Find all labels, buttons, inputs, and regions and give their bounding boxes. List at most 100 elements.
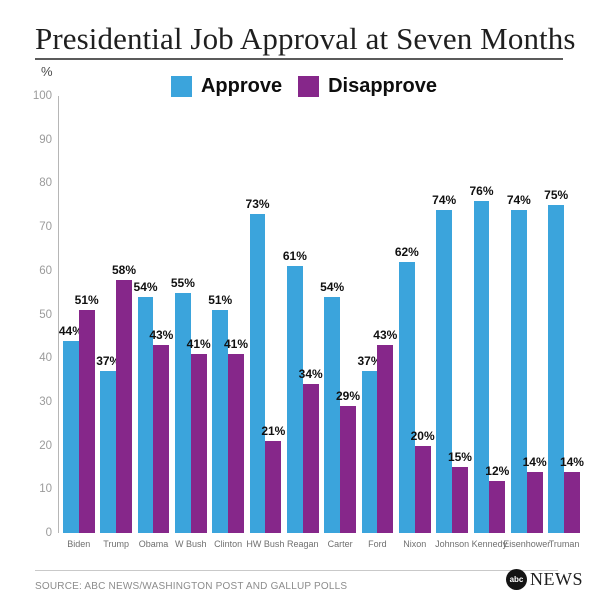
x-axis-label: W Bush	[175, 539, 207, 549]
bar-value-label: 55%	[170, 275, 195, 290]
bar-value-label: 44%	[58, 323, 83, 338]
x-axis-label: Carter	[327, 539, 353, 549]
abc-logo-icon: abc	[506, 569, 527, 590]
bar-disapprove-eisenhower: 14%	[523, 455, 547, 533]
bar-value-label: 62%	[394, 245, 419, 260]
bar-group-nixon: 62% 20% Nixon	[395, 96, 435, 549]
bar-value-label: 15%	[447, 450, 472, 465]
bar-disapprove-w-bush: 41%	[187, 337, 211, 533]
y-tick-label: 70	[39, 221, 52, 234]
bar-disapprove-johnson: 15%	[448, 450, 472, 533]
bar-value-label: 76%	[469, 183, 494, 198]
y-tick-label: 0	[45, 527, 52, 539]
x-axis-label: Eisenhower	[503, 539, 551, 549]
bar-value-label: 51%	[74, 293, 99, 308]
bar-value-label: 54%	[133, 280, 158, 295]
bar-value-label: 54%	[320, 280, 345, 295]
x-axis-label: Trump	[103, 539, 129, 549]
bar-value-label: 75%	[544, 188, 569, 203]
y-tick-label: 60	[39, 264, 52, 277]
source-credit: SOURCE: ABC NEWS/WASHINGTON POST AND GAL…	[35, 581, 348, 592]
bar-value-label: 41%	[223, 336, 249, 351]
bar-disapprove-clinton: 41%	[224, 337, 248, 533]
bar-group-w-bush: 55% 41% W Bush	[171, 96, 211, 549]
bar-disapprove-biden: 51%	[75, 293, 99, 533]
x-axis-label: Kennedy	[471, 539, 508, 549]
bar-value-label: 37%	[96, 354, 121, 369]
bar-group-truman: 75% 14% Truman	[544, 96, 584, 549]
bar-value-label: 73%	[245, 197, 270, 211]
bar-disapprove-kennedy: 12%	[485, 464, 509, 533]
approve-swatch-icon	[170, 76, 192, 97]
bar-value-label: 12%	[485, 463, 510, 478]
bar-approve-clinton: 51%	[208, 293, 232, 533]
bar-value-label: 14%	[559, 454, 584, 469]
bar-value-label: 20%	[410, 428, 435, 443]
bar-disapprove-truman: 14%	[560, 455, 584, 533]
x-axis-label: Johnson	[435, 539, 470, 549]
bar-approve-obama: 54%	[134, 280, 158, 533]
bar-disapprove-hw-bush: 21%	[261, 424, 285, 533]
bar-value-label: 58%	[112, 262, 137, 277]
legend-label: Approve	[200, 75, 283, 97]
disapprove-swatch-icon	[298, 76, 320, 97]
bar-group-biden: 44% 51% Biden	[59, 96, 99, 549]
abc-news-wordmark: NEWS	[530, 569, 583, 589]
x-axis-label: Nixon	[403, 539, 427, 549]
bar-value-label: 43%	[149, 328, 174, 343]
bar-group-kennedy: 76% 12% Kennedy	[469, 96, 509, 549]
bar-disapprove-carter: 29%	[336, 389, 360, 533]
bar-disapprove-obama: 43%	[149, 328, 173, 533]
bar-value-label: 14%	[522, 454, 547, 469]
bar-approve-nixon: 62%	[395, 245, 419, 533]
bar-value-label: 51%	[208, 293, 233, 308]
bar-approve-eisenhower: 74%	[507, 193, 531, 533]
plot-area: 44% 51% Biden 37% 58% Trump 54% 43% Obama 55% 41% W…	[59, 96, 584, 549]
legend-item-approve: Approve	[170, 75, 283, 98]
bar-disapprove-reagan: 34%	[299, 367, 323, 533]
bar-disapprove-ford: 43%	[373, 328, 397, 533]
y-tick-label: 80	[39, 177, 52, 190]
bar-group-clinton: 51% 41% Clinton	[208, 96, 248, 549]
bar-value-label: 37%	[357, 354, 382, 369]
bar-approve-reagan: 61%	[283, 249, 307, 533]
bar-approve-truman: 75%	[544, 188, 568, 533]
bar-approve-carter: 54%	[320, 280, 344, 533]
bar-approve-kennedy: 76%	[469, 184, 494, 533]
bar-approve-hw-bush: 73%	[246, 197, 270, 533]
y-axis-line	[58, 96, 59, 533]
bar-group-johnson: 74% 15% Johnson	[432, 96, 472, 549]
y-tick-label: 90	[39, 133, 52, 146]
legend-item-disapprove: Disapprove	[298, 75, 437, 98]
bar-approve-johnson: 74%	[432, 193, 456, 533]
y-axis-unit-label: %	[41, 64, 53, 79]
bar-group-trump: 37% 58% Trump	[96, 96, 136, 549]
y-tick-label: 50	[39, 308, 52, 321]
bar-approve-biden: 44%	[59, 324, 83, 533]
bar-group-obama: 54% 43% Obama	[134, 96, 174, 549]
bar-group-reagan: 61% 34% Reagan	[283, 96, 323, 549]
x-axis-label: Clinton	[214, 539, 243, 549]
bar-group-eisenhower: 74% 14% Eisenhower	[503, 96, 550, 549]
abc-news-logo: abc NEWS	[506, 569, 583, 590]
bar-approve-w-bush: 55%	[171, 276, 195, 533]
bar-approve-ford: 37%	[358, 354, 382, 533]
bar-value-label: 29%	[335, 389, 360, 404]
bar-value-label: 61%	[282, 249, 307, 264]
x-axis-label: HW Bush	[246, 539, 285, 549]
chart-legend: Approve Disapprove	[0, 75, 608, 98]
y-tick-label: 100	[32, 90, 52, 102]
legend-label: Disapprove	[328, 75, 438, 97]
bar-value-label: 41%	[186, 336, 211, 351]
footer-divider	[35, 570, 558, 571]
x-axis-label: Obama	[138, 539, 169, 549]
bar-value-label: 21%	[261, 424, 286, 439]
bar-disapprove-nixon: 20%	[411, 429, 435, 533]
bar-group-hw-bush: 73% 21% HW Bush	[246, 96, 286, 549]
y-tick-label: 40	[39, 352, 52, 365]
bar-group-ford: 37% 43% Ford	[358, 96, 398, 549]
bar-disapprove-trump: 58%	[112, 263, 136, 533]
y-axis-ticks: 100 90 80 70 60 50 40 30 20 10 0	[0, 90, 52, 539]
x-axis-label: Biden	[67, 539, 91, 549]
